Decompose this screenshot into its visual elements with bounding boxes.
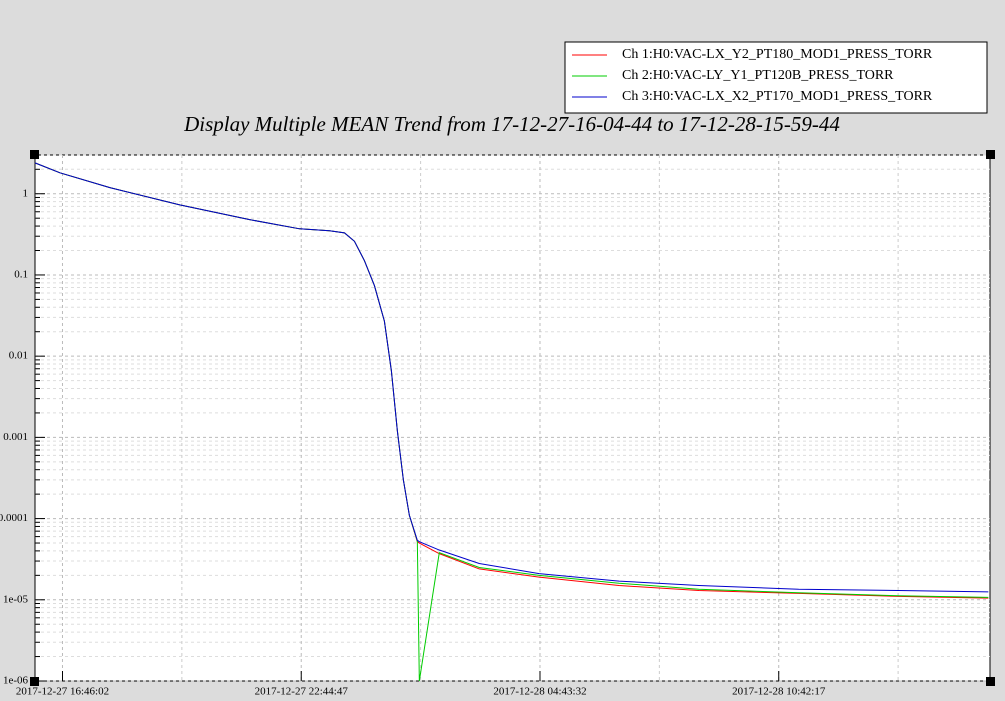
legend <box>564 41 988 114</box>
x-tick-label: 2017-12-28 10:42:17 <box>732 686 826 698</box>
chart-title: Display Multiple MEAN Trend from 17-12-2… <box>183 112 840 136</box>
legend-entries: Ch 1:H0:VAC-LX_Y2_PT180_MOD1_PRESS_TORR C… <box>572 47 933 104</box>
corner-handle <box>986 150 995 159</box>
y-tick-label: 0.001 <box>3 431 28 443</box>
plot-area <box>34 154 991 682</box>
corner-handle <box>30 677 39 686</box>
legend-label: Ch 1:H0:VAC-LX_Y2_PT180_MOD1_PRESS_TORR <box>622 47 933 62</box>
y-tick-label: 0.0001 <box>0 512 28 524</box>
lines <box>34 162 989 682</box>
legend-label: Ch 3:H0:VAC-LX_X2_PT170_MOD1_PRESS_TORR <box>622 89 933 104</box>
corner-handle <box>30 150 39 159</box>
y-tick-label: 1e-05 <box>3 593 29 605</box>
y-tick-label: 1e-06 <box>3 675 29 687</box>
series-line <box>34 162 989 593</box>
corner-handle <box>986 677 995 686</box>
x-tick-label: 2017-12-27 16:46:02 <box>16 686 109 698</box>
x-tick-label: 2017-12-27 22:44:47 <box>255 686 349 698</box>
x-tick-label: 2017-12-28 04:43:32 <box>493 686 586 698</box>
y-tick-label: 0.01 <box>9 350 28 362</box>
grid <box>35 154 990 682</box>
y-tick-label: 0.1 <box>14 268 28 280</box>
legend-label: Ch 2:H0:VAC-LY_Y1_PT120B_PRESS_TORR <box>622 68 894 83</box>
y-tick-label: 1 <box>23 187 29 199</box>
axes: 1e-06 1e-05 0.0001 0.001 0.01 0.1 1 2017-12-27 … <box>0 154 826 698</box>
